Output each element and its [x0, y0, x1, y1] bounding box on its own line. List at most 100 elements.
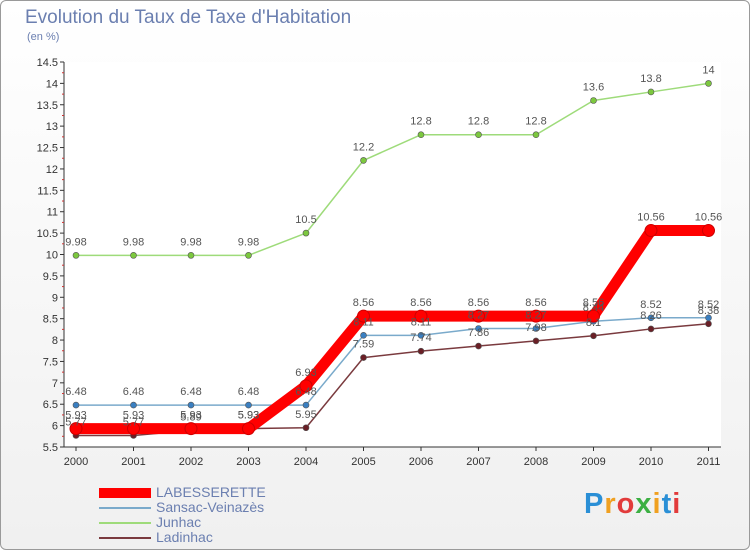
- data-point: [302, 229, 310, 237]
- data-label: 10.5: [295, 214, 316, 226]
- y-tick-label: 14.5: [37, 57, 58, 69]
- x-tick-label: 2010: [639, 456, 663, 468]
- data-point: [475, 325, 482, 332]
- y-tick-label: 13: [46, 121, 58, 133]
- legend-label: Junhac: [156, 514, 202, 530]
- data-label: 10.56: [637, 212, 665, 224]
- data-label: 7.98: [525, 322, 546, 334]
- data-point: [647, 88, 655, 96]
- data-label: 14: [702, 64, 714, 76]
- data-point: [702, 224, 715, 238]
- y-tick-label: 8.5: [43, 314, 58, 326]
- data-label: 8.27: [525, 310, 546, 322]
- data-label: 12.8: [468, 116, 489, 128]
- y-tick-label: 10: [46, 250, 58, 262]
- data-label: 9.98: [180, 236, 201, 248]
- y-tick-label: 7: [52, 378, 58, 390]
- data-label: 6.48: [238, 386, 259, 398]
- logo-letter: r: [604, 488, 617, 520]
- data-label: 5.89: [180, 411, 201, 423]
- data-label: 5.93: [238, 410, 259, 422]
- data-point: [417, 332, 425, 339]
- data-label: 9.98: [238, 236, 259, 248]
- y-tick-label: 6.5: [43, 399, 58, 411]
- data-label: 13.6: [583, 82, 604, 94]
- logo-letter: i: [672, 488, 682, 520]
- data-point: [127, 422, 140, 436]
- data-point: [302, 424, 310, 432]
- logo-letter: o: [616, 488, 636, 520]
- data-point: [475, 131, 482, 139]
- data-label: 8.56: [468, 297, 489, 309]
- y-tick-label: 9.5: [43, 271, 58, 283]
- data-label: 6.48: [295, 386, 316, 398]
- data-label: 12.8: [525, 116, 546, 128]
- data-label: 6.48: [123, 386, 144, 398]
- data-label: 9.98: [65, 236, 86, 248]
- x-tick-label: 2008: [524, 456, 548, 468]
- proxiti-logo: Proxiti: [584, 488, 681, 521]
- data-point: [647, 314, 655, 322]
- chart-title: Evolution du Taux de Taxe d'Habitation: [25, 7, 352, 28]
- data-label: 8.56: [410, 297, 431, 309]
- data-label: 13.8: [640, 73, 661, 85]
- data-point: [187, 401, 195, 409]
- data-label: 8.52: [698, 299, 719, 311]
- data-point: [187, 252, 195, 259]
- y-tick-label: 12.5: [37, 143, 58, 155]
- data-label: 12.8: [410, 116, 431, 128]
- data-point: [705, 80, 712, 87]
- legend-label: Sansac-Veinazès: [156, 499, 265, 515]
- data-label: 5.95: [295, 409, 316, 421]
- legend-item: Junhac: [99, 514, 399, 530]
- data-point: [360, 332, 367, 339]
- data-label: 8.44: [583, 302, 604, 314]
- legend-swatch: [99, 522, 151, 524]
- data-label: 5.77: [65, 416, 86, 428]
- legend-swatch: [99, 488, 151, 498]
- x-tick-label: 2007: [466, 456, 490, 468]
- data-point: [414, 309, 428, 323]
- data-label: 7.59: [353, 339, 374, 351]
- y-tick-label: 11: [47, 207, 58, 219]
- legend-item: LABESSERETTE: [99, 484, 399, 500]
- data-label: 8.56: [353, 297, 374, 309]
- data-point: [299, 379, 313, 393]
- data-label: 10.56: [695, 212, 723, 224]
- data-label: 8.56: [525, 297, 546, 309]
- x-tick-label: 2005: [351, 456, 375, 468]
- x-tick-label: 2009: [581, 456, 605, 468]
- legend-swatch: [99, 537, 151, 539]
- y-tick-label: 12: [46, 164, 58, 176]
- legend: LABESSERETTE Sansac-Veinazès Junhac Ladinha…: [99, 484, 399, 545]
- data-label: 8.1: [586, 317, 601, 329]
- data-point: [532, 325, 540, 332]
- data-label: 6.48: [180, 386, 201, 398]
- logo-letter: x: [635, 488, 653, 520]
- data-label: 5.77: [123, 416, 144, 428]
- legend-swatch: [99, 507, 151, 509]
- data-point: [529, 309, 543, 323]
- data-label: 8.11: [353, 316, 374, 328]
- legend-label: Ladinhac: [156, 529, 213, 545]
- x-tick-label: 2003: [236, 456, 260, 468]
- data-point: [69, 422, 83, 436]
- data-point: [72, 401, 80, 409]
- data-point: [587, 309, 600, 323]
- y-tick-label: 5.5: [43, 442, 58, 454]
- series-line-1: [76, 317, 709, 406]
- data-point: [130, 252, 137, 259]
- series-line-2: [76, 82, 709, 257]
- data-point: [242, 422, 255, 436]
- legend-label: LABESSERETTE: [156, 484, 266, 500]
- data-label: 5.93: [65, 410, 86, 422]
- data-label: 7.74: [410, 332, 431, 344]
- logo-letter: t: [661, 488, 673, 520]
- y-tick-label: 13.5: [37, 100, 58, 112]
- chart-unit: (en %): [27, 31, 60, 43]
- x-tick-label: 2004: [294, 456, 318, 468]
- data-point: [130, 401, 137, 409]
- data-point: [644, 224, 658, 238]
